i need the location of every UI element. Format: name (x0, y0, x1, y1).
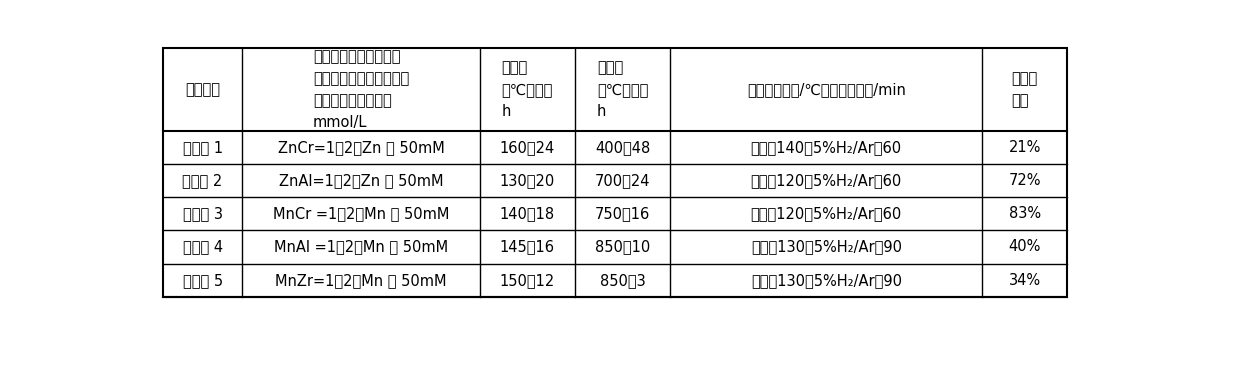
Text: MnAl =1：2、Mn 为 50mM: MnAl =1：2、Mn 为 50mM (274, 239, 448, 254)
Text: 表面氧
空位: 表面氧 空位 (1012, 71, 1038, 108)
Text: 750、16: 750、16 (595, 206, 650, 221)
Text: 850、3: 850、3 (600, 273, 645, 288)
Text: 尖晶石 5: 尖晶石 5 (182, 273, 223, 288)
Text: 油酸、140、5%H₂/Ar、60: 油酸、140、5%H₂/Ar、60 (750, 140, 901, 155)
Text: 油酸、120、5%H₂/Ar、60: 油酸、120、5%H₂/Ar、60 (750, 206, 901, 221)
Bar (162, 48, 1066, 297)
Text: 陈化温
度℃、时间
h: 陈化温 度℃、时间 h (502, 60, 553, 119)
Text: 160、24: 160、24 (500, 140, 556, 155)
Text: 样品编号: 样品编号 (185, 82, 219, 97)
Text: 刻蚀剂、温度/℃、气氛、时间/min: 刻蚀剂、温度/℃、气氛、时间/min (746, 82, 905, 97)
Text: ZnAl=1：2、Zn 为 50mM: ZnAl=1：2、Zn 为 50mM (279, 173, 444, 188)
Text: 尖晶石 2: 尖晶石 2 (182, 173, 223, 188)
Text: ZnCr=1：2、Zn 为 50mM: ZnCr=1：2、Zn 为 50mM (278, 140, 444, 155)
Text: 850、10: 850、10 (595, 239, 650, 254)
Text: 尖晶石 1: 尖晶石 1 (182, 140, 223, 155)
Text: 130、20: 130、20 (500, 173, 556, 188)
Text: 油酸、130、5%H₂/Ar、90: 油酸、130、5%H₂/Ar、90 (750, 273, 901, 288)
Text: 140、18: 140、18 (500, 206, 556, 221)
Text: 400、48: 400、48 (595, 140, 650, 155)
Text: 145、16: 145、16 (500, 239, 554, 254)
Text: 83%: 83% (1008, 206, 1040, 221)
Text: 34%: 34% (1008, 273, 1040, 288)
Text: 油酸、130、5%H₂/Ar、90: 油酸、130、5%H₂/Ar、90 (750, 239, 901, 254)
Text: 21%: 21% (1008, 140, 1040, 155)
Text: 尖晶石中金属元素的化
学计量比、及其中一种金
属于水中终摩尔浓度
mmol/L: 尖晶石中金属元素的化 学计量比、及其中一种金 属于水中终摩尔浓度 mmol/L (312, 49, 409, 130)
Text: 40%: 40% (1008, 239, 1040, 254)
Text: MnCr =1：2、Mn 为 50mM: MnCr =1：2、Mn 为 50mM (273, 206, 449, 221)
Text: MnZr=1：2、Mn 为 50mM: MnZr=1：2、Mn 为 50mM (275, 273, 446, 288)
Text: 油酸、120、5%H₂/Ar、60: 油酸、120、5%H₂/Ar、60 (750, 173, 901, 188)
Text: 700、24: 700、24 (595, 173, 650, 188)
Text: 尖晶石 4: 尖晶石 4 (182, 239, 223, 254)
Text: 72%: 72% (1008, 173, 1040, 188)
Text: 150、12: 150、12 (500, 273, 556, 288)
Text: 焙烧温
度℃、时间
h: 焙烧温 度℃、时间 h (596, 60, 649, 119)
Text: 尖晶石 3: 尖晶石 3 (182, 206, 222, 221)
